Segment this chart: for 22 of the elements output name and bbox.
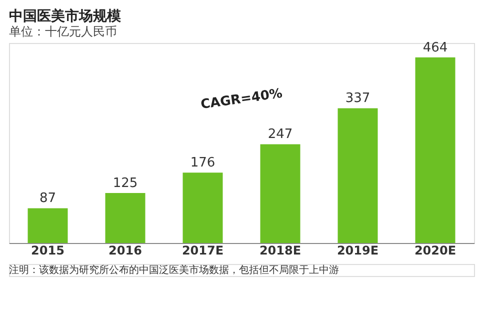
x-tick-label: 2018E — [259, 244, 302, 258]
bar — [260, 144, 300, 243]
data-label: 176 — [190, 156, 216, 171]
annotation: CAGR=40% — [200, 86, 284, 113]
text: 注明：该数据为研究所公布的中国泛医美市场数据，包括但不局限于上中游 — [9, 264, 339, 276]
x-tick-label: 2019E — [336, 244, 379, 258]
data-label: 87 — [39, 191, 56, 206]
data-label: 125 — [112, 176, 138, 191]
x-tick-label: 2015 — [31, 244, 64, 258]
x-tick-label: 2017E — [182, 244, 224, 258]
bar — [105, 193, 146, 243]
x-tick-label: 2020E — [414, 244, 456, 258]
bar — [338, 108, 378, 243]
bar — [28, 208, 68, 243]
bar — [415, 57, 456, 243]
data-label: 247 — [268, 127, 293, 142]
bar — [182, 172, 223, 243]
data-label: 464 — [422, 40, 448, 56]
chart-subtitle: 单位：十亿元人民币 — [9, 24, 117, 38]
chart-title: 中国医美市场规模 — [9, 7, 122, 24]
data-label: 337 — [345, 91, 370, 106]
x-tick-label: 2016 — [108, 244, 142, 258]
